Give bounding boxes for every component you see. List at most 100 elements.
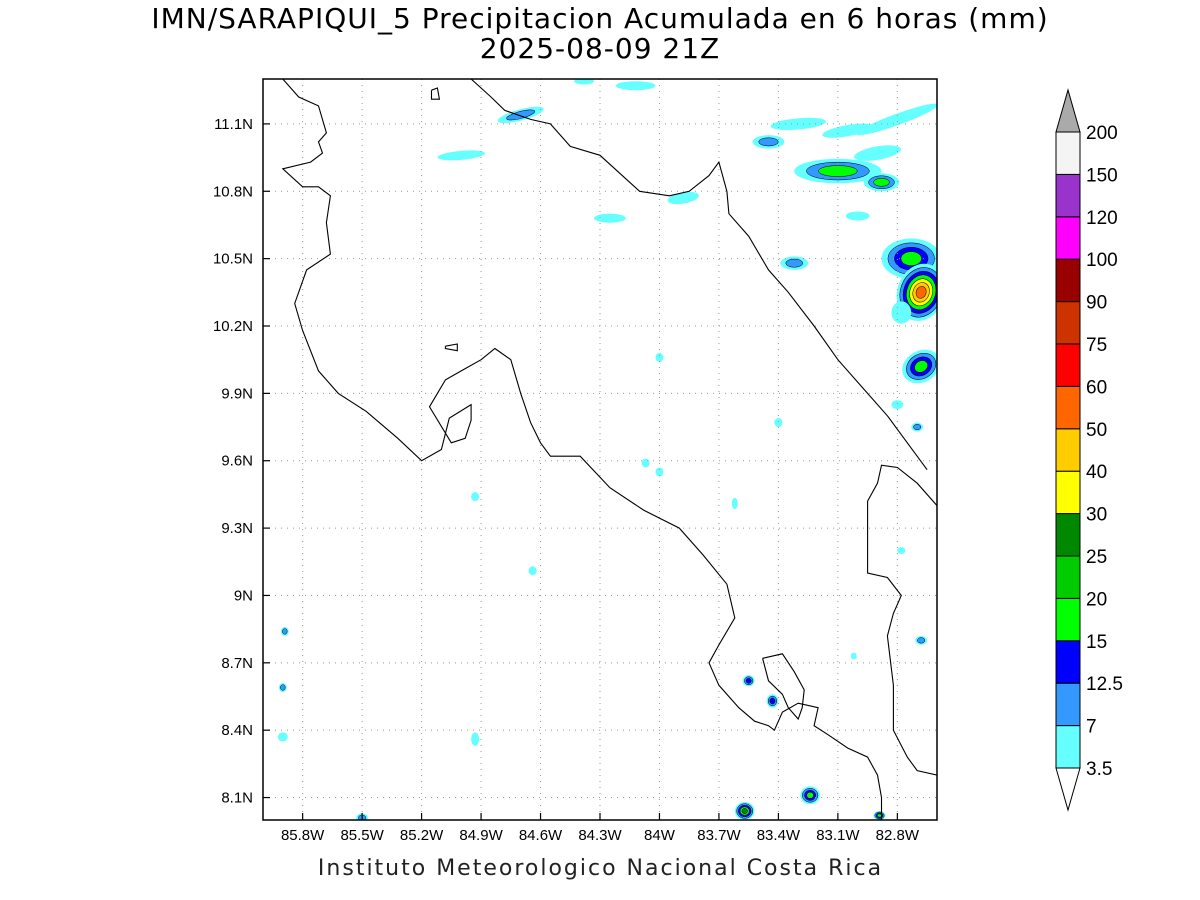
lon-tick-label: 84W [644, 827, 676, 844]
precip-cell [873, 811, 886, 820]
precip-contour [745, 678, 752, 684]
precip-cell [897, 547, 906, 554]
coastline [281, 79, 883, 820]
precip-contour [891, 400, 904, 410]
colorbar-level-label: 120 [1086, 208, 1118, 229]
precip-contour [528, 566, 537, 576]
lat-tick-label: 8.4N [221, 722, 253, 739]
colorbar-level-label: 15 [1086, 632, 1107, 653]
precip-cell [854, 145, 901, 161]
precip-cell [891, 301, 912, 324]
colorbar-swatch [1055, 640, 1081, 684]
colorbar-level-label: 20 [1086, 589, 1107, 610]
colorbar-swatch [1055, 725, 1081, 769]
precip-contour [850, 652, 857, 660]
precip-cell [594, 213, 626, 223]
precip-contour [770, 117, 826, 130]
map-title: IMN/SARAPIQUI_5 Precipitacion Acumulada … [151, 2, 1049, 35]
precip-cell [574, 79, 595, 85]
precip-contour [471, 492, 480, 502]
colorbar-level-label: 50 [1086, 420, 1107, 441]
precip-contour [594, 213, 626, 223]
colorbar-level-label: 200 [1086, 123, 1118, 144]
precip-cell [780, 256, 809, 270]
precip-contour [914, 360, 928, 373]
lat-tick-label: 10.5N [213, 251, 253, 268]
precip-cell [280, 626, 289, 636]
colorbar-swatch [1055, 597, 1081, 642]
lon-tick-label: 82.8W [876, 827, 920, 844]
precip-cell [277, 732, 288, 742]
colorbar-over-arrow [1055, 88, 1081, 133]
precip-cell [902, 349, 937, 384]
colorbar-swatch [1055, 258, 1081, 303]
precip-cell [822, 123, 874, 138]
colorbar-level-label: 25 [1086, 547, 1107, 568]
lon-tick-label: 83.7W [697, 827, 741, 844]
precip-contour [574, 79, 595, 85]
lat-tick-label: 9.6N [221, 453, 253, 470]
colorbar-level-label: 60 [1086, 377, 1107, 398]
lon-tick-label: 84.9W [459, 827, 503, 844]
lon-tick-label: 83.4W [757, 827, 801, 844]
lat-tick-label: 9N [234, 587, 253, 604]
precip-cell [891, 400, 904, 410]
precip-cell [863, 173, 900, 192]
precip-contour [873, 178, 890, 187]
colorbar-swatch [1055, 428, 1081, 472]
colorbar-under-arrow [1055, 767, 1081, 812]
lon-tick-label: 83.1W [816, 827, 860, 844]
precip-cell [911, 422, 924, 432]
footer-credit: Instituto Meteorologico Nacional Costa R… [317, 856, 884, 881]
colorbar-swatch [1055, 173, 1081, 218]
precip-contour [655, 352, 664, 362]
lat-tick-label: 11.1N [214, 116, 253, 133]
lat-tick-label: 9.9N [221, 385, 253, 402]
coastline [470, 79, 928, 471]
precip-cell [497, 106, 544, 124]
coastline [444, 343, 458, 352]
colorbar-legend: 3.5 7 12.5 15 20 25 30 40 50 60 75 90 100 120 150 200 [1055, 88, 1123, 812]
colorbar-swatch [1055, 513, 1081, 557]
colorbar-swatch [1055, 555, 1081, 599]
lon-tick-label: 85.2W [400, 827, 444, 844]
lat-tick-label: 9.3N [221, 520, 253, 537]
lat-tick-label: 8.7N [221, 655, 253, 672]
precipitation-contours [277, 79, 937, 820]
precip-cell [915, 635, 928, 645]
precip-cell [774, 418, 783, 428]
colorbar-level-label: 100 [1086, 250, 1118, 271]
precip-cell [528, 566, 537, 576]
latitude-ticks: 8.1N 8.4N 8.7N 9N 9.3N 9.6N 9.9N 10.2N 10.5N 10.8… [213, 116, 270, 807]
precip-contour [856, 103, 937, 136]
lat-tick-label: 8.1N [221, 790, 253, 807]
precip-cell [655, 467, 664, 477]
precip-contour [915, 286, 927, 299]
precip-cell [794, 158, 882, 184]
precip-contour [280, 684, 286, 691]
precip-cell [845, 211, 870, 221]
precip-contour [818, 165, 858, 177]
coastlines [281, 79, 937, 820]
precip-cell [742, 675, 755, 687]
colorbar-swatch [1055, 470, 1081, 515]
precip-cell [734, 802, 755, 820]
lon-tick-label: 84.6W [519, 827, 563, 844]
colorbar-level-label: 30 [1086, 505, 1107, 526]
colorbar-level-label: 90 [1086, 293, 1107, 314]
lon-tick-label: 84.3W [578, 827, 622, 844]
colorbar-swatch [1055, 131, 1081, 175]
precip-contour [758, 137, 779, 147]
precip-contour [277, 732, 288, 742]
precip-contour [769, 697, 776, 705]
map-valid-time: 2025-08-09 21Z [479, 32, 721, 65]
precip-contour [891, 301, 912, 324]
precip-cell [770, 117, 826, 130]
precip-contour [731, 497, 738, 509]
precip-contour [641, 458, 650, 468]
precip-contour [615, 81, 656, 91]
map-frame [262, 78, 938, 821]
coastline [867, 464, 937, 776]
precip-contour [282, 628, 288, 635]
